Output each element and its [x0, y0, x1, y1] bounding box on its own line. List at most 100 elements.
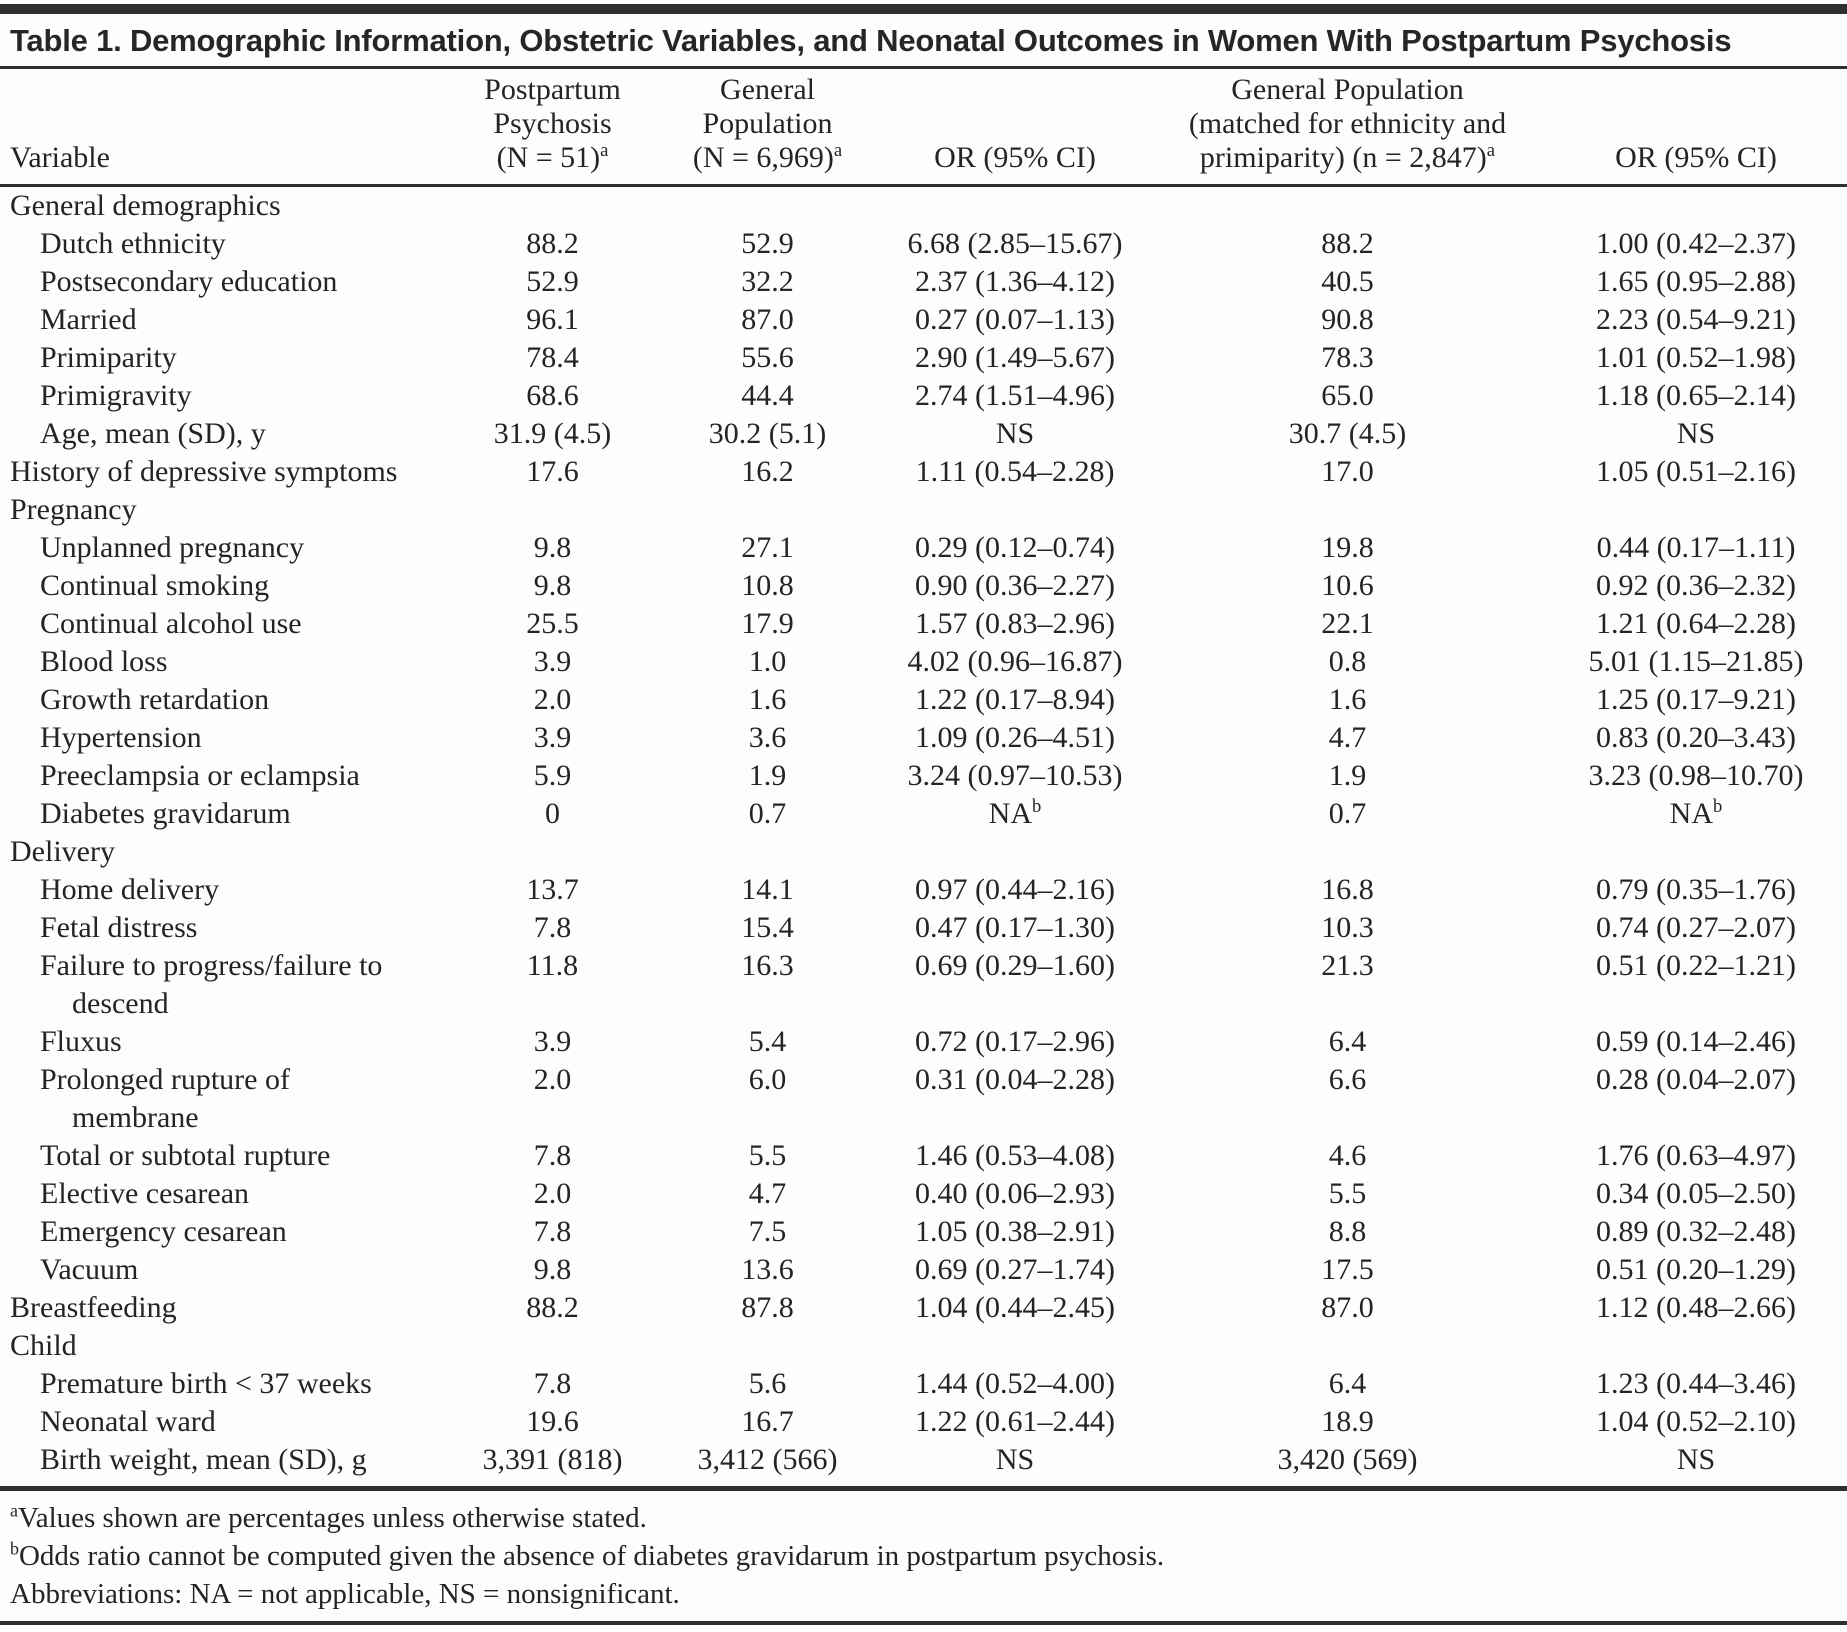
cell-or-matched-value: 0.28 (0.04–2.07) [1596, 1063, 1796, 1096]
table-row: Prolonged rupture of membrane 2.0 6.0 0.31 (… [0, 1061, 1847, 1137]
cell-general-population-value: 87.8 [741, 1291, 794, 1324]
row-label: Failure to progress/failure to descend [40, 949, 383, 1020]
cell-matched-population-value: 0.7 [1328, 797, 1367, 830]
cell-or-value: NS [995, 417, 1035, 450]
cell-matched-population-value: 17.5 [1321, 1253, 1374, 1286]
cell-or-matched-value: NS [1676, 1443, 1716, 1476]
row-label: Premature birth < 37 weeks [40, 1367, 372, 1400]
cell-matched-population-value: 40.5 [1321, 265, 1374, 298]
cell-general-population-value: 16.7 [741, 1405, 794, 1438]
footnote-line: bOdds ratio cannot be computed given the… [10, 1538, 1165, 1572]
row-label: Home delivery [40, 873, 220, 906]
cell-general-population-value [655, 186, 880, 226]
row-label: Postsecondary education [40, 265, 338, 298]
cell-postpartum-psychosis-value: 88.2 [526, 227, 579, 260]
section-row: Pregnancy [0, 491, 1847, 529]
cell-general-population-value: 1.0 [748, 645, 787, 678]
cell-general-population-value: 55.6 [741, 341, 794, 374]
cell-matched-population-value: 17.0 [1321, 455, 1374, 488]
table-row: Premature birth < 37 weeks 7.8 5.6 1.44 (0.… [0, 1365, 1847, 1403]
cell-general-population-value: 1.6 [748, 683, 787, 716]
cell-or-value: NAb [988, 796, 1042, 830]
footnote-line: Abbreviations: NA = not applicable, NS =… [10, 1578, 680, 1610]
row-label: Dutch ethnicity [40, 227, 226, 260]
cell-or-matched-value: NS [1676, 417, 1716, 450]
row-label: Prolonged rupture of membrane [40, 1063, 290, 1134]
row-label: Diabetes gravidarum [40, 797, 291, 830]
cell-matched-population-value [1150, 491, 1545, 529]
cell-or-matched-value: 2.23 (0.54–9.21) [1596, 303, 1796, 336]
cell-or-matched-value: 1.04 (0.52–2.10) [1596, 1405, 1796, 1438]
cell-postpartum-psychosis-value [450, 1327, 655, 1365]
cell-or-value: NS [995, 1443, 1035, 1476]
row-label: Total or subtotal rupture [40, 1139, 331, 1172]
cell-postpartum-psychosis-value [450, 491, 655, 529]
section-label: Child [10, 1329, 77, 1362]
cell-general-population-value: 87.0 [741, 303, 794, 336]
table-title: Table 1. Demographic Information, Obstet… [10, 23, 1732, 58]
section-label: General demographics [10, 189, 281, 222]
cell-matched-population-value [1150, 186, 1545, 226]
cell-or-matched-value: 1.00 (0.42–2.37) [1596, 227, 1796, 260]
cell-general-population-value: 17.9 [741, 607, 794, 640]
row-label: Emergency cesarean [40, 1215, 287, 1248]
cell-or-matched-value: 0.34 (0.05–2.50) [1596, 1177, 1796, 1210]
row-label: Primiparity [40, 341, 177, 374]
footnote-marker-b: b [1713, 796, 1723, 817]
cell-postpartum-psychosis-value: 2.0 [533, 683, 572, 716]
cell-or-value: 0.97 (0.44–2.16) [915, 873, 1115, 906]
cell-or-matched-value: 1.23 (0.44–3.46) [1596, 1367, 1796, 1400]
header-row: Variable Postpartum Psychosis (N = 51)a … [0, 73, 1847, 187]
cell-matched-population-value: 6.4 [1328, 1025, 1367, 1058]
table-row: Vacuum 9.8 13.6 0.69 (0.27–1.74) 17.5 0.51 (0… [0, 1251, 1847, 1289]
row-label: History of depressive symptoms [10, 455, 398, 488]
cell-general-population-value: 7.5 [748, 1215, 787, 1248]
row-label: Birth weight, mean (SD), g [40, 1443, 367, 1476]
cell-general-population-value [655, 491, 880, 529]
footnote-marker-a: a [600, 140, 609, 161]
cell-postpartum-psychosis-value: 7.8 [533, 1215, 572, 1248]
cell-or-value [880, 186, 1150, 226]
top-rule [0, 4, 1847, 14]
cell-postpartum-psychosis-value: 3.9 [533, 645, 572, 678]
cell-postpartum-psychosis-value: 0 [545, 797, 560, 830]
cell-or-matched-value: NAb [1669, 796, 1723, 830]
cell-general-population-value: 6.0 [748, 1063, 787, 1096]
cell-general-population-value: 32.2 [741, 265, 794, 298]
cell-or-matched-value: 0.74 (0.27–2.07) [1596, 911, 1796, 944]
table-row: Blood loss 3.9 1.0 4.02 (0.96–16.87) 0.8 5.01… [0, 643, 1847, 681]
cell-postpartum-psychosis-value: 7.8 [533, 1367, 572, 1400]
cell-postpartum-psychosis-value: 2.0 [533, 1063, 572, 1096]
footnote-marker-a: a [833, 140, 843, 161]
cell-matched-population-value: 0.8 [1328, 645, 1367, 678]
cell-matched-population-value: 18.9 [1321, 1405, 1374, 1438]
table-row: Age, mean (SD), y 31.9 (4.5) 30.2 (5.1) NS 3… [0, 415, 1847, 453]
cell-matched-population-value: 78.3 [1321, 341, 1374, 374]
table-row: Home delivery 13.7 14.1 0.97 (0.44–2.16) 16.… [0, 871, 1847, 909]
table-row: Continual alcohol use 25.5 17.9 1.57 (0.83–… [0, 605, 1847, 643]
cell-matched-population-value: 4.7 [1328, 721, 1367, 754]
cell-or-value [880, 1327, 1150, 1365]
footnote-marker-a: a [10, 1500, 18, 1521]
cell-or-matched-value: 1.18 (0.65–2.14) [1596, 379, 1796, 412]
cell-general-population-value: 30.2 (5.1) [708, 417, 827, 450]
cell-postpartum-psychosis-value: 52.9 [526, 265, 579, 298]
table-row: Primiparity 78.4 55.6 2.90 (1.49–5.67) 78.3 1… [0, 339, 1847, 377]
cell-postpartum-psychosis-value: 19.6 [526, 1405, 579, 1438]
cell-or-matched-value [1545, 1327, 1847, 1365]
cell-or-value [880, 491, 1150, 529]
cell-or-matched-value: 0.44 (0.17–1.11) [1596, 531, 1796, 564]
table-row: Neonatal ward 19.6 16.7 1.22 (0.61–2.44) 18.… [0, 1403, 1847, 1441]
footnote-marker-a: a [1486, 140, 1496, 161]
row-label: Age, mean (SD), y [40, 417, 266, 450]
table-row: Emergency cesarean 7.8 7.5 1.05 (0.38–2.91)… [0, 1213, 1847, 1251]
cell-or-value: 0.29 (0.12–0.74) [915, 531, 1115, 564]
cell-or-matched-value: 0.89 (0.32–2.48) [1596, 1215, 1796, 1248]
col-header-or-matched: OR (95% CI) [1545, 73, 1847, 187]
cell-or-value: 0.47 (0.17–1.30) [915, 911, 1115, 944]
footer-rule [0, 1486, 1847, 1491]
table-row: Hypertension 3.9 3.6 1.09 (0.26–4.51) 4.7 0.8… [0, 719, 1847, 757]
section-row: Delivery [0, 833, 1847, 871]
cell-or-value: 1.09 (0.26–4.51) [915, 721, 1115, 754]
col-header-variable: Variable [0, 73, 450, 187]
